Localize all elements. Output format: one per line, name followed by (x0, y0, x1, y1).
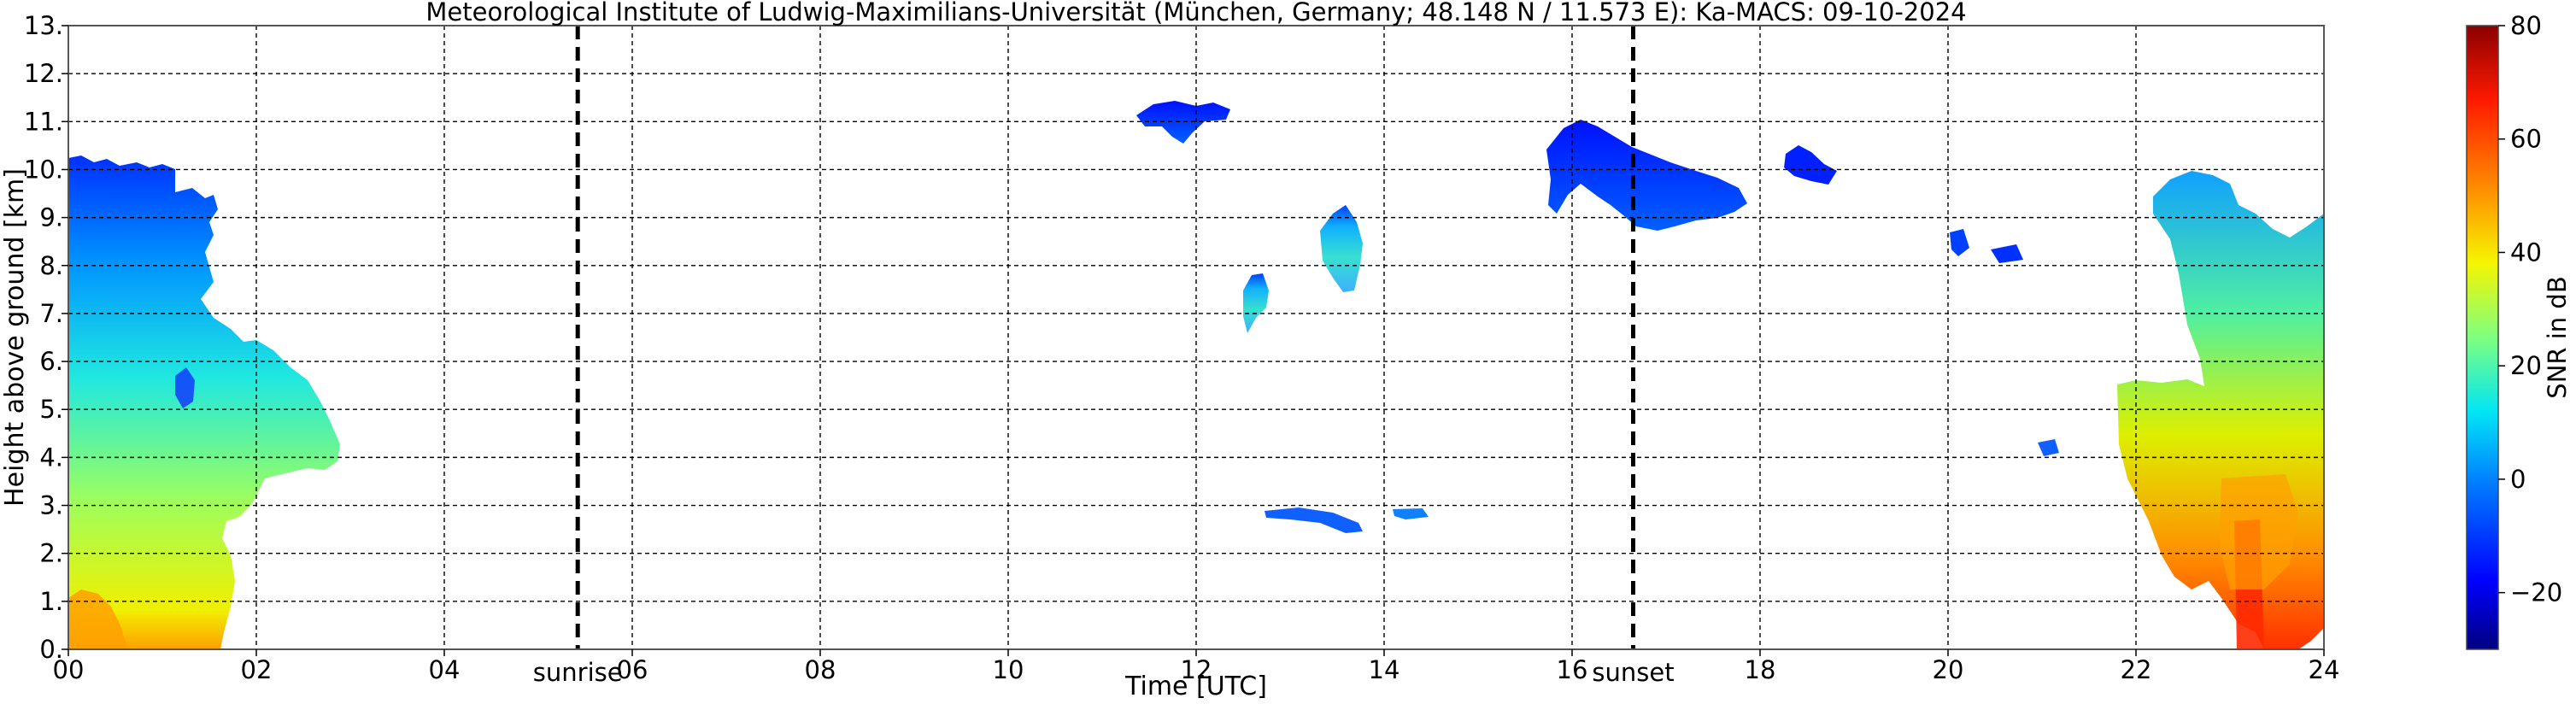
y-tick-label: 1. (39, 587, 63, 616)
chart-title: Meteorological Institute of Ludwig-Maxim… (425, 0, 1966, 26)
echo-speck-21h (2038, 439, 2059, 456)
colorbar-ticks: −20 0 20 40 60 80 (2498, 11, 2562, 607)
y-tick-label: 9. (39, 203, 63, 232)
y-tick-label: 11. (24, 107, 63, 136)
echo-cirrus-19h (1784, 145, 1837, 185)
echo-night-cloud-late-warm (2220, 474, 2298, 590)
colorbar-tick-label: 0 (2510, 465, 2526, 494)
echo-night-cloud-hole (175, 367, 195, 408)
echo-night-cloud-core (68, 590, 128, 649)
y-tick-label: 3. (39, 491, 63, 520)
echo-low-layer-14h (1393, 508, 1429, 519)
x-tick-label: 04 (429, 655, 461, 684)
x-tick-label: 24 (2309, 655, 2340, 684)
sunrise-label: sunrise (533, 658, 623, 687)
y-tick-label: 8. (39, 251, 63, 280)
y-tick-label: 2. (39, 539, 63, 568)
y-tick-label: 7. (39, 299, 63, 328)
x-axis-label: Time [UTC] (1124, 672, 1267, 701)
echo-patch-20h-b (1991, 244, 2023, 263)
x-tick-label: 14 (1369, 655, 1400, 684)
y-tick-label: 0. (39, 635, 63, 664)
x-axis: 00 02 04 06 08 10 12 14 16 18 20 22 24 (53, 649, 2340, 684)
x-tick-label: 12 (1181, 655, 1212, 684)
y-tick-label: 10. (24, 155, 63, 184)
colorbar-tick-label: 40 (2510, 238, 2542, 267)
y-tick-label: 13. (24, 11, 63, 40)
x-tick-label: 18 (1745, 655, 1776, 684)
x-tick-label: 20 (1933, 655, 1964, 684)
echo-cirrus-evening (1546, 120, 1747, 231)
sunset-label: sunset (1592, 658, 1674, 687)
colorbar-tick-label: 60 (2510, 125, 2542, 154)
colorbar-tick-label: 20 (2510, 351, 2542, 380)
marker-lines: sunrise sunset (533, 26, 1675, 687)
y-tick-label: 12. (24, 59, 63, 88)
x-tick-label: 22 (2121, 655, 2152, 684)
echo-cloud-13-5h (1320, 205, 1363, 292)
y-tick-label: 5. (39, 395, 63, 424)
y-axis: 0. 1. 2. 3. 4. 5. 6. 7. 8. 9. 10. 11. 12. 13. (24, 11, 68, 664)
grid (68, 26, 2324, 649)
x-tick-label: 16 (1557, 655, 1588, 684)
x-tick-label: 08 (805, 655, 836, 684)
x-tick-label: 10 (993, 655, 1024, 684)
y-tick-label: 4. (39, 443, 63, 472)
echo-low-layer-13h (1265, 507, 1363, 533)
colorbar (2466, 25, 2499, 650)
x-tick-label: 06 (617, 655, 648, 684)
colorbar-label: SNR in dB (2543, 276, 2572, 398)
echo-layer (68, 101, 2324, 649)
x-tick-label: 00 (53, 655, 85, 684)
colorbar-tick-label: −20 (2510, 578, 2562, 607)
y-axis-label: Height above ground [km] (0, 168, 30, 507)
y-tick-label: 6. (39, 347, 63, 376)
echo-patch-20h (1950, 229, 1969, 256)
x-tick-label: 02 (241, 655, 273, 684)
colorbar-tick-label: 80 (2510, 11, 2542, 40)
echo-cloud-12-7h (1243, 273, 1269, 333)
echo-night-cloud-early (68, 155, 340, 649)
